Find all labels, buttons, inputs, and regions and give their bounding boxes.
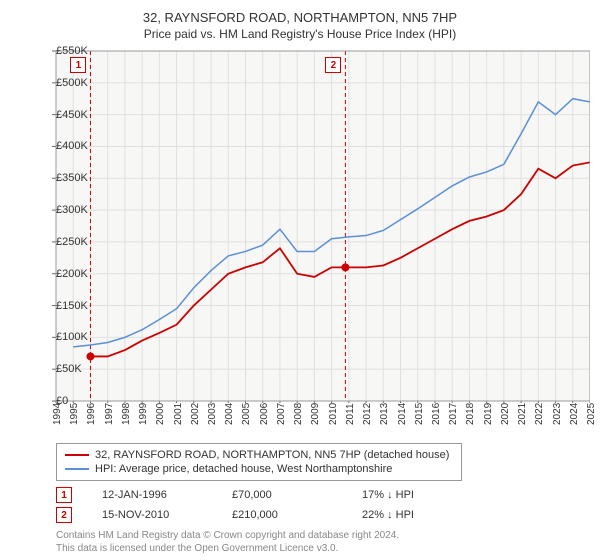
xtick-label: 2015: [414, 403, 425, 425]
xtick-label: 2023: [552, 403, 563, 425]
xtick-label: 2014: [397, 403, 408, 425]
xtick-label: 2004: [224, 403, 235, 425]
chart-area: £0£50K£100K£150K£200K£250K£300K£350K£400…: [10, 47, 590, 437]
marker-date-1: 12-JAN-1996: [102, 489, 202, 501]
legend: 32, RAYNSFORD ROAD, NORTHAMPTON, NN5 7HP…: [56, 443, 462, 481]
page-subtitle: Price paid vs. HM Land Registry's House …: [10, 27, 590, 47]
xtick-label: 2013: [379, 403, 390, 425]
legend-item-property: 32, RAYNSFORD ROAD, NORTHAMPTON, NN5 7HP…: [65, 448, 453, 462]
marker-price-1: £70,000: [232, 489, 332, 501]
xtick-label: 2024: [569, 403, 580, 425]
copyright-line-2: This data is licensed under the Open Gov…: [56, 542, 590, 555]
legend-label-hpi: HPI: Average price, detached house, West…: [95, 463, 392, 475]
marker-row-2: 2 15-NOV-2010 £210,000 22% ↓ HPI: [56, 505, 590, 525]
legend-item-hpi: HPI: Average price, detached house, West…: [65, 462, 453, 476]
xtick-label: 2001: [173, 403, 184, 425]
copyright-line-1: Contains HM Land Registry data © Crown c…: [56, 529, 590, 542]
xtick-label: 2021: [517, 403, 528, 425]
marker-badge-2: 2: [56, 507, 72, 523]
page-title: 32, RAYNSFORD ROAD, NORTHAMPTON, NN5 7HP: [10, 8, 590, 27]
xtick-label: 2025: [586, 403, 597, 425]
legend-swatch-hpi: [65, 468, 89, 470]
xtick-label: 2022: [534, 403, 545, 425]
xtick-label: 2019: [483, 403, 494, 425]
xtick-label: 2002: [190, 403, 201, 425]
xtick-label: 2009: [310, 403, 321, 425]
marker-hpi-1: 17% ↓ HPI: [362, 489, 462, 501]
xtick-label: 1995: [69, 403, 80, 425]
marker-row-1: 1 12-JAN-1996 £70,000 17% ↓ HPI: [56, 485, 590, 505]
xtick-label: 2016: [431, 403, 442, 425]
marker-price-2: £210,000: [232, 509, 332, 521]
marker-date-2: 15-NOV-2010: [102, 509, 202, 521]
copyright: Contains HM Land Registry data © Crown c…: [56, 525, 590, 555]
marker-badge-1: 1: [56, 487, 72, 503]
xtick-label: 2018: [465, 403, 476, 425]
xtick-label: 2010: [328, 403, 339, 425]
legend-label-property: 32, RAYNSFORD ROAD, NORTHAMPTON, NN5 7HP…: [95, 449, 449, 461]
xtick-label: 2000: [155, 403, 166, 425]
xtick-label: 1999: [138, 403, 149, 425]
xtick-label: 1996: [86, 403, 97, 425]
xtick-label: 1994: [52, 403, 63, 425]
chart-marker-badge: 2: [325, 57, 341, 73]
marker-details: 1 12-JAN-1996 £70,000 17% ↓ HPI 2 15-NOV…: [56, 485, 590, 525]
xtick-label: 2007: [276, 403, 287, 425]
xtick-label: 2008: [293, 403, 304, 425]
xtick-label: 2011: [345, 403, 356, 425]
xtick-label: 1997: [104, 403, 115, 425]
xtick-label: 2005: [241, 403, 252, 425]
xtick-label: 2017: [448, 403, 459, 425]
xtick-label: 2006: [259, 403, 270, 425]
legend-swatch-property: [65, 454, 89, 456]
price-chart: [10, 47, 590, 403]
chart-marker-badge: 1: [70, 57, 86, 73]
marker-hpi-2: 22% ↓ HPI: [362, 509, 462, 521]
xtick-label: 2020: [500, 403, 511, 425]
xtick-label: 2012: [362, 403, 373, 425]
xtick-label: 2003: [207, 403, 218, 425]
xtick-label: 1998: [121, 403, 132, 425]
